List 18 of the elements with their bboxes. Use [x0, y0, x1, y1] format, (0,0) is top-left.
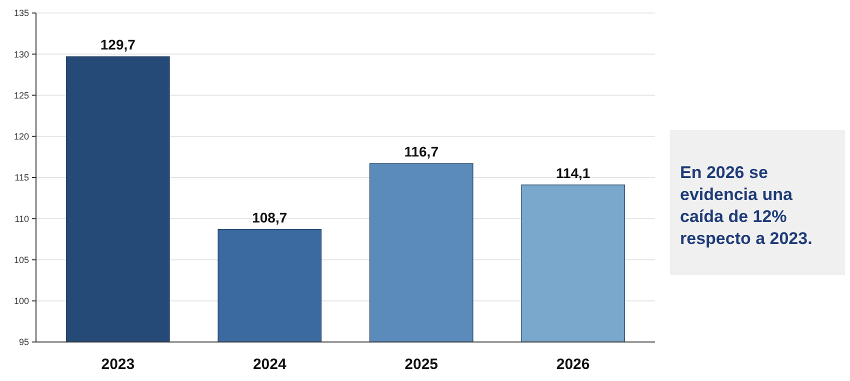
- y-tick-label: 110: [14, 214, 29, 224]
- y-tick-label: 105: [14, 254, 29, 265]
- data-label: 129,7: [100, 36, 136, 53]
- x-tick-label: 2025: [404, 356, 438, 373]
- text: En 2026 se evidencia una caída de 12% respecto a 2023.: [680, 163, 812, 248]
- y-tick-label: 130: [14, 49, 29, 60]
- y-tick-label: 135: [14, 8, 29, 18]
- data-label: 108,7: [252, 209, 288, 226]
- x-tick-label: 2023: [101, 356, 135, 373]
- x-tick-label: 2026: [556, 356, 590, 373]
- x-tick-label: 2024: [252, 356, 287, 373]
- y-tick-label: 95: [18, 337, 29, 348]
- y-tick-label: 100: [14, 296, 29, 306]
- data-label: 116,7: [404, 144, 439, 160]
- data-label: 114,1: [556, 164, 590, 181]
- y-tick-label: 125: [14, 90, 29, 100]
- y-tick-label: 120: [14, 132, 29, 142]
- y-tick-label: 115: [14, 172, 29, 183]
